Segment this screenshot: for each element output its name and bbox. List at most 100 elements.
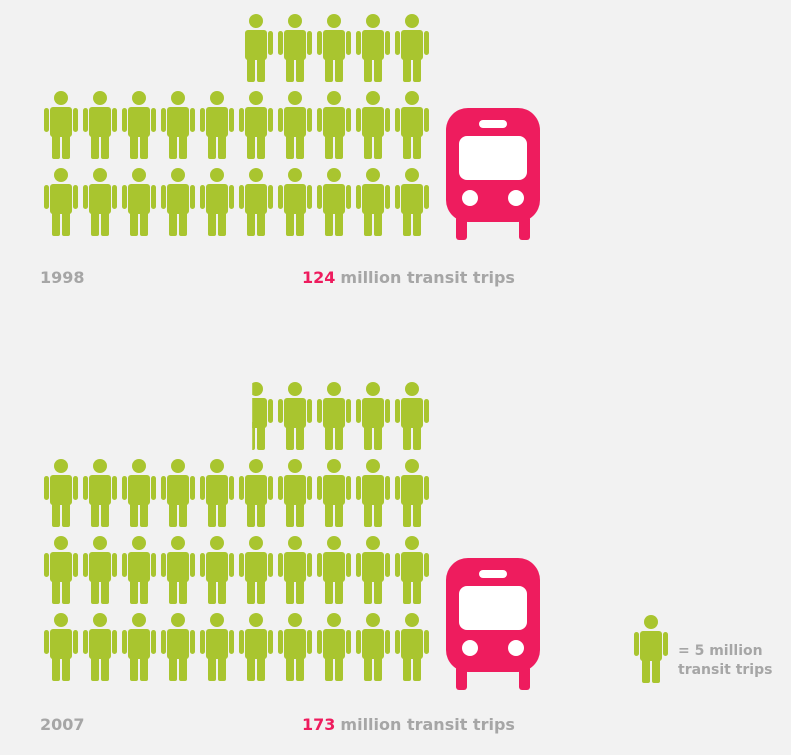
person-icon: [395, 382, 429, 450]
person-icon: [83, 91, 117, 159]
person-icon: [278, 168, 312, 236]
person-shape: [395, 459, 429, 527]
person-shape: [278, 382, 312, 450]
person-icon: [161, 613, 195, 681]
person-shape: [278, 459, 312, 527]
person-shape: [200, 459, 234, 527]
person-shape: [44, 459, 78, 527]
person-shape: [44, 613, 78, 681]
person-shape: [161, 168, 195, 236]
person-shape: [44, 168, 78, 236]
person-shape: [317, 168, 351, 236]
person-icon: [200, 613, 234, 681]
bus-icon: [446, 558, 540, 690]
legend-label: transit trips: [678, 662, 772, 678]
person-shape: [44, 536, 78, 604]
legend-label: = 5 million: [678, 643, 763, 659]
person-icon: [44, 168, 78, 236]
person-shape: [239, 91, 273, 159]
person-icon: [252, 382, 273, 450]
person-shape: [356, 14, 390, 82]
person-shape: [200, 168, 234, 236]
value-number: 173: [302, 715, 335, 734]
person-shape: [395, 613, 429, 681]
person-icon: [44, 613, 78, 681]
person-icon: [83, 536, 117, 604]
person-shape: [317, 459, 351, 527]
person-icon: [356, 91, 390, 159]
person-icon: [317, 14, 351, 82]
person-icon: [356, 14, 390, 82]
person-shape: [83, 613, 117, 681]
person-shape: [356, 613, 390, 681]
person-icon: [44, 91, 78, 159]
person-shape: [252, 382, 273, 450]
person-icon: [317, 382, 351, 450]
person-icon: [356, 536, 390, 604]
person-icon: [200, 536, 234, 604]
person-icon: [244, 14, 273, 82]
person-shape: [395, 382, 429, 450]
person-icon: [200, 168, 234, 236]
person-shape: [278, 168, 312, 236]
person-icon: [239, 168, 273, 236]
person-shape: [356, 382, 390, 450]
person-icon: [44, 536, 78, 604]
value-number: 124: [302, 268, 335, 287]
person-shape: [356, 91, 390, 159]
person-icon: [200, 91, 234, 159]
person-shape: [239, 168, 273, 236]
person-icon: [200, 459, 234, 527]
person-icon: [122, 168, 156, 236]
person-shape: [122, 91, 156, 159]
person-icon: [122, 459, 156, 527]
person-shape: [317, 613, 351, 681]
person-shape: [122, 613, 156, 681]
person-icon: [395, 91, 429, 159]
person-icon: [317, 459, 351, 527]
person-shape: [317, 536, 351, 604]
person-shape: [239, 459, 273, 527]
person-icon: [239, 613, 273, 681]
person-shape: [161, 91, 195, 159]
person-icon: [395, 14, 429, 82]
person-shape: [356, 459, 390, 527]
person-shape: [317, 14, 351, 82]
person-icon: [317, 168, 351, 236]
person-shape: [317, 382, 351, 450]
person-icon: [83, 613, 117, 681]
person-shape: [161, 613, 195, 681]
person-shape: [83, 168, 117, 236]
person-icon: [395, 536, 429, 604]
person-icon: [239, 91, 273, 159]
person-shape: [395, 91, 429, 159]
person-shape: [634, 615, 668, 683]
person-icon: [278, 613, 312, 681]
person-shape: [278, 536, 312, 604]
person-icon: [278, 91, 312, 159]
person-icon: [395, 168, 429, 236]
year-label: 2007: [40, 715, 85, 734]
person-shape: [395, 536, 429, 604]
person-shape: [161, 459, 195, 527]
value-text: million transit trips: [340, 268, 515, 287]
person-shape: [239, 536, 273, 604]
person-icon: [161, 536, 195, 604]
person-icon: [161, 168, 195, 236]
person-icon: [239, 459, 273, 527]
person-shape: [83, 536, 117, 604]
person-shape: [200, 536, 234, 604]
person-icon: [161, 459, 195, 527]
person-icon: [278, 382, 312, 450]
person-icon: [356, 382, 390, 450]
person-shape: [200, 91, 234, 159]
person-icon: [83, 168, 117, 236]
person-icon: [44, 459, 78, 527]
person-shape: [278, 91, 312, 159]
person-shape: [44, 91, 78, 159]
value-label: 124 million transit trips: [302, 268, 515, 287]
person-icon: [278, 536, 312, 604]
person-icon: [83, 459, 117, 527]
